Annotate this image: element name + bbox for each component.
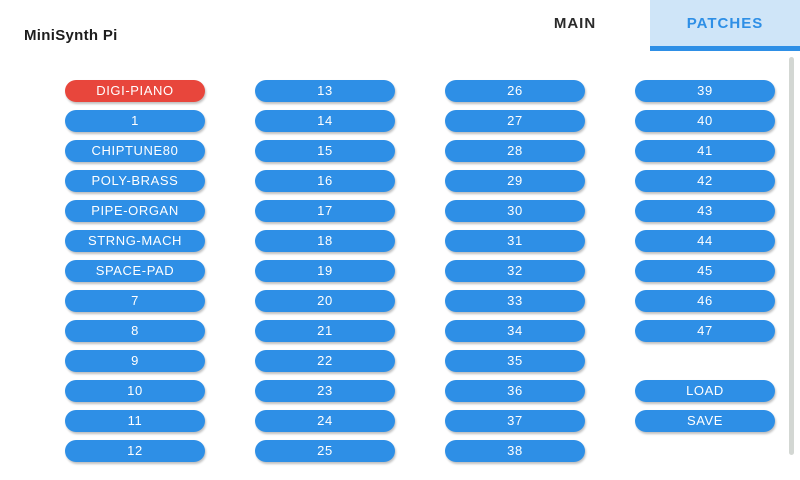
patch-button[interactable]: 36	[445, 380, 585, 402]
patch-button[interactable]: POLY-BRASS	[65, 170, 205, 192]
patch-button[interactable]: 32	[445, 260, 585, 282]
app-title: MiniSynth Pi	[24, 27, 118, 44]
patch-button[interactable]: 29	[445, 170, 585, 192]
patch-button[interactable]: 37	[445, 410, 585, 432]
scrollbar[interactable]	[789, 57, 794, 455]
patch-button[interactable]: 10	[65, 380, 205, 402]
patch-button[interactable]: 33	[445, 290, 585, 312]
patch-button[interactable]: PIPE-ORGAN	[65, 200, 205, 222]
patch-column: DIGI-PIANO 1 CHIPTUNE80 POLY-BRASS PIPE-ORGA…	[65, 80, 205, 470]
patch-button[interactable]: 15	[255, 140, 395, 162]
patch-button[interactable]: 9	[65, 350, 205, 372]
patch-button[interactable]: 43	[635, 200, 775, 222]
tab-bar: MAIN PATCHES	[500, 0, 800, 51]
patch-button[interactable]: 26	[445, 80, 585, 102]
patch-button[interactable]: 45	[635, 260, 775, 282]
patch-button[interactable]: 12	[65, 440, 205, 462]
patch-button[interactable]: 42	[635, 170, 775, 192]
patch-button[interactable]: 21	[255, 320, 395, 342]
patch-button[interactable]: 18	[255, 230, 395, 252]
patch-button[interactable]: 30	[445, 200, 585, 222]
patch-button[interactable]: 46	[635, 290, 775, 312]
patch-button[interactable]: CHIPTUNE80	[65, 140, 205, 162]
patch-grid: DIGI-PIANO 1 CHIPTUNE80 POLY-BRASS PIPE-ORGA…	[65, 80, 775, 470]
patch-column: 39 40 41 42 43 44 45 46 47 LOAD SAVE	[635, 80, 775, 470]
patch-button[interactable]: 22	[255, 350, 395, 372]
patch-column: 26 27 28 29 30 31 32 33 34 35 36 37 38	[445, 80, 585, 470]
patch-button[interactable]: 17	[255, 200, 395, 222]
patch-button[interactable]: STRNG-MACH	[65, 230, 205, 252]
patch-button[interactable]: 40	[635, 110, 775, 132]
patch-button[interactable]: 28	[445, 140, 585, 162]
patch-button[interactable]: 11	[65, 410, 205, 432]
tab-main[interactable]: MAIN	[553, 14, 597, 32]
patch-button[interactable]: 19	[255, 260, 395, 282]
patch-button[interactable]: DIGI-PIANO	[65, 80, 205, 102]
patch-button[interactable]: 7	[65, 290, 205, 312]
patch-button[interactable]: 34	[445, 320, 585, 342]
patch-button[interactable]: 39	[635, 80, 775, 102]
patch-button[interactable]: 20	[255, 290, 395, 312]
patch-button[interactable]: SPACE-PAD	[65, 260, 205, 282]
patch-button[interactable]: 23	[255, 380, 395, 402]
patch-button[interactable]: 35	[445, 350, 585, 372]
patch-button[interactable]: 24	[255, 410, 395, 432]
patch-button[interactable]: 1	[65, 110, 205, 132]
patch-button[interactable]: 47	[635, 320, 775, 342]
patch-button[interactable]: 13	[255, 80, 395, 102]
save-button[interactable]: SAVE	[635, 410, 775, 432]
patch-button[interactable]: 8	[65, 320, 205, 342]
patch-column: 13 14 15 16 17 18 19 20 21 22 23 24 25	[255, 80, 395, 470]
patch-button[interactable]: 44	[635, 230, 775, 252]
patch-button[interactable]: 31	[445, 230, 585, 252]
patch-button[interactable]: 16	[255, 170, 395, 192]
patch-button[interactable]: 25	[255, 440, 395, 462]
load-button[interactable]: LOAD	[635, 380, 775, 402]
patch-button[interactable]: 27	[445, 110, 585, 132]
row-spacer	[635, 350, 775, 380]
patch-button[interactable]: 38	[445, 440, 585, 462]
tab-patches[interactable]: PATCHES	[650, 0, 800, 51]
patch-button[interactable]: 14	[255, 110, 395, 132]
patch-button[interactable]: 41	[635, 140, 775, 162]
